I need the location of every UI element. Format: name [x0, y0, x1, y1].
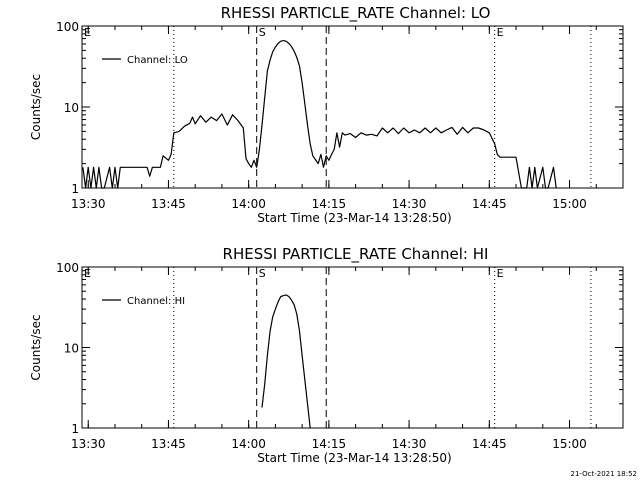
x-tick-label: 14:00: [231, 437, 266, 451]
event-marker-label: S: [259, 267, 266, 280]
plot-frame: [81, 266, 624, 429]
plot-frame: [81, 25, 624, 189]
y-tick-label: 100: [56, 261, 79, 275]
x-axis-label: Start Time (23-Mar-14 13:28:50): [257, 211, 451, 225]
chart-panel-lo: RHESSI PARTICLE_RATE Channel: LO 1 10 100 13…: [29, 4, 624, 225]
x-tick-label: 14:30: [392, 197, 427, 211]
event-marker-label: S: [259, 26, 266, 39]
y-tick-label: 1: [71, 422, 79, 436]
x-tick-label: 14:45: [472, 197, 507, 211]
x-tick-label: 14:15: [312, 437, 347, 451]
x-tick-label: 15:00: [552, 437, 587, 451]
event-marker-label: E: [497, 267, 504, 280]
chart-title: RHESSI PARTICLE_RATE Channel: HI: [223, 245, 489, 264]
x-tick-label: 13:30: [71, 197, 106, 211]
y-axis-label: Counts/sec: [29, 314, 43, 380]
legend-label: Channel: LO: [127, 55, 188, 66]
y-tick-label: 10: [64, 342, 79, 356]
y-axis-label: Counts/sec: [29, 74, 43, 140]
x-tick-label: 14:15: [312, 197, 347, 211]
event-marker-label: E: [497, 26, 504, 39]
x-tick-label: 14:45: [472, 437, 507, 451]
series-line: [261, 294, 311, 429]
x-tick-label: 14:00: [231, 197, 266, 211]
event-marker-label: E: [84, 267, 91, 280]
footer-timestamp: 21-Oct-2021 18:52: [571, 470, 637, 478]
event-marker-label: E: [84, 26, 91, 39]
y-tick-label: 10: [64, 101, 79, 115]
legend-label: Channel: HI: [127, 296, 185, 307]
y-tick-label: 1: [71, 182, 79, 196]
chart-title: RHESSI PARTICLE_RATE Channel: LO: [221, 4, 491, 23]
x-tick-label: 15:00: [552, 197, 587, 211]
x-tick-label: 14:30: [392, 437, 427, 451]
series-line: [82, 39, 557, 189]
x-tick-label: 13:45: [151, 197, 186, 211]
y-tick-label: 100: [56, 20, 79, 34]
x-tick-label: 13:45: [151, 437, 186, 451]
x-tick-label: 13:30: [71, 437, 106, 451]
chart-panel-hi: RHESSI PARTICLE_RATE Channel: HI 1 10 100 13…: [29, 245, 624, 465]
x-axis-label: Start Time (23-Mar-14 13:28:50): [257, 451, 451, 465]
